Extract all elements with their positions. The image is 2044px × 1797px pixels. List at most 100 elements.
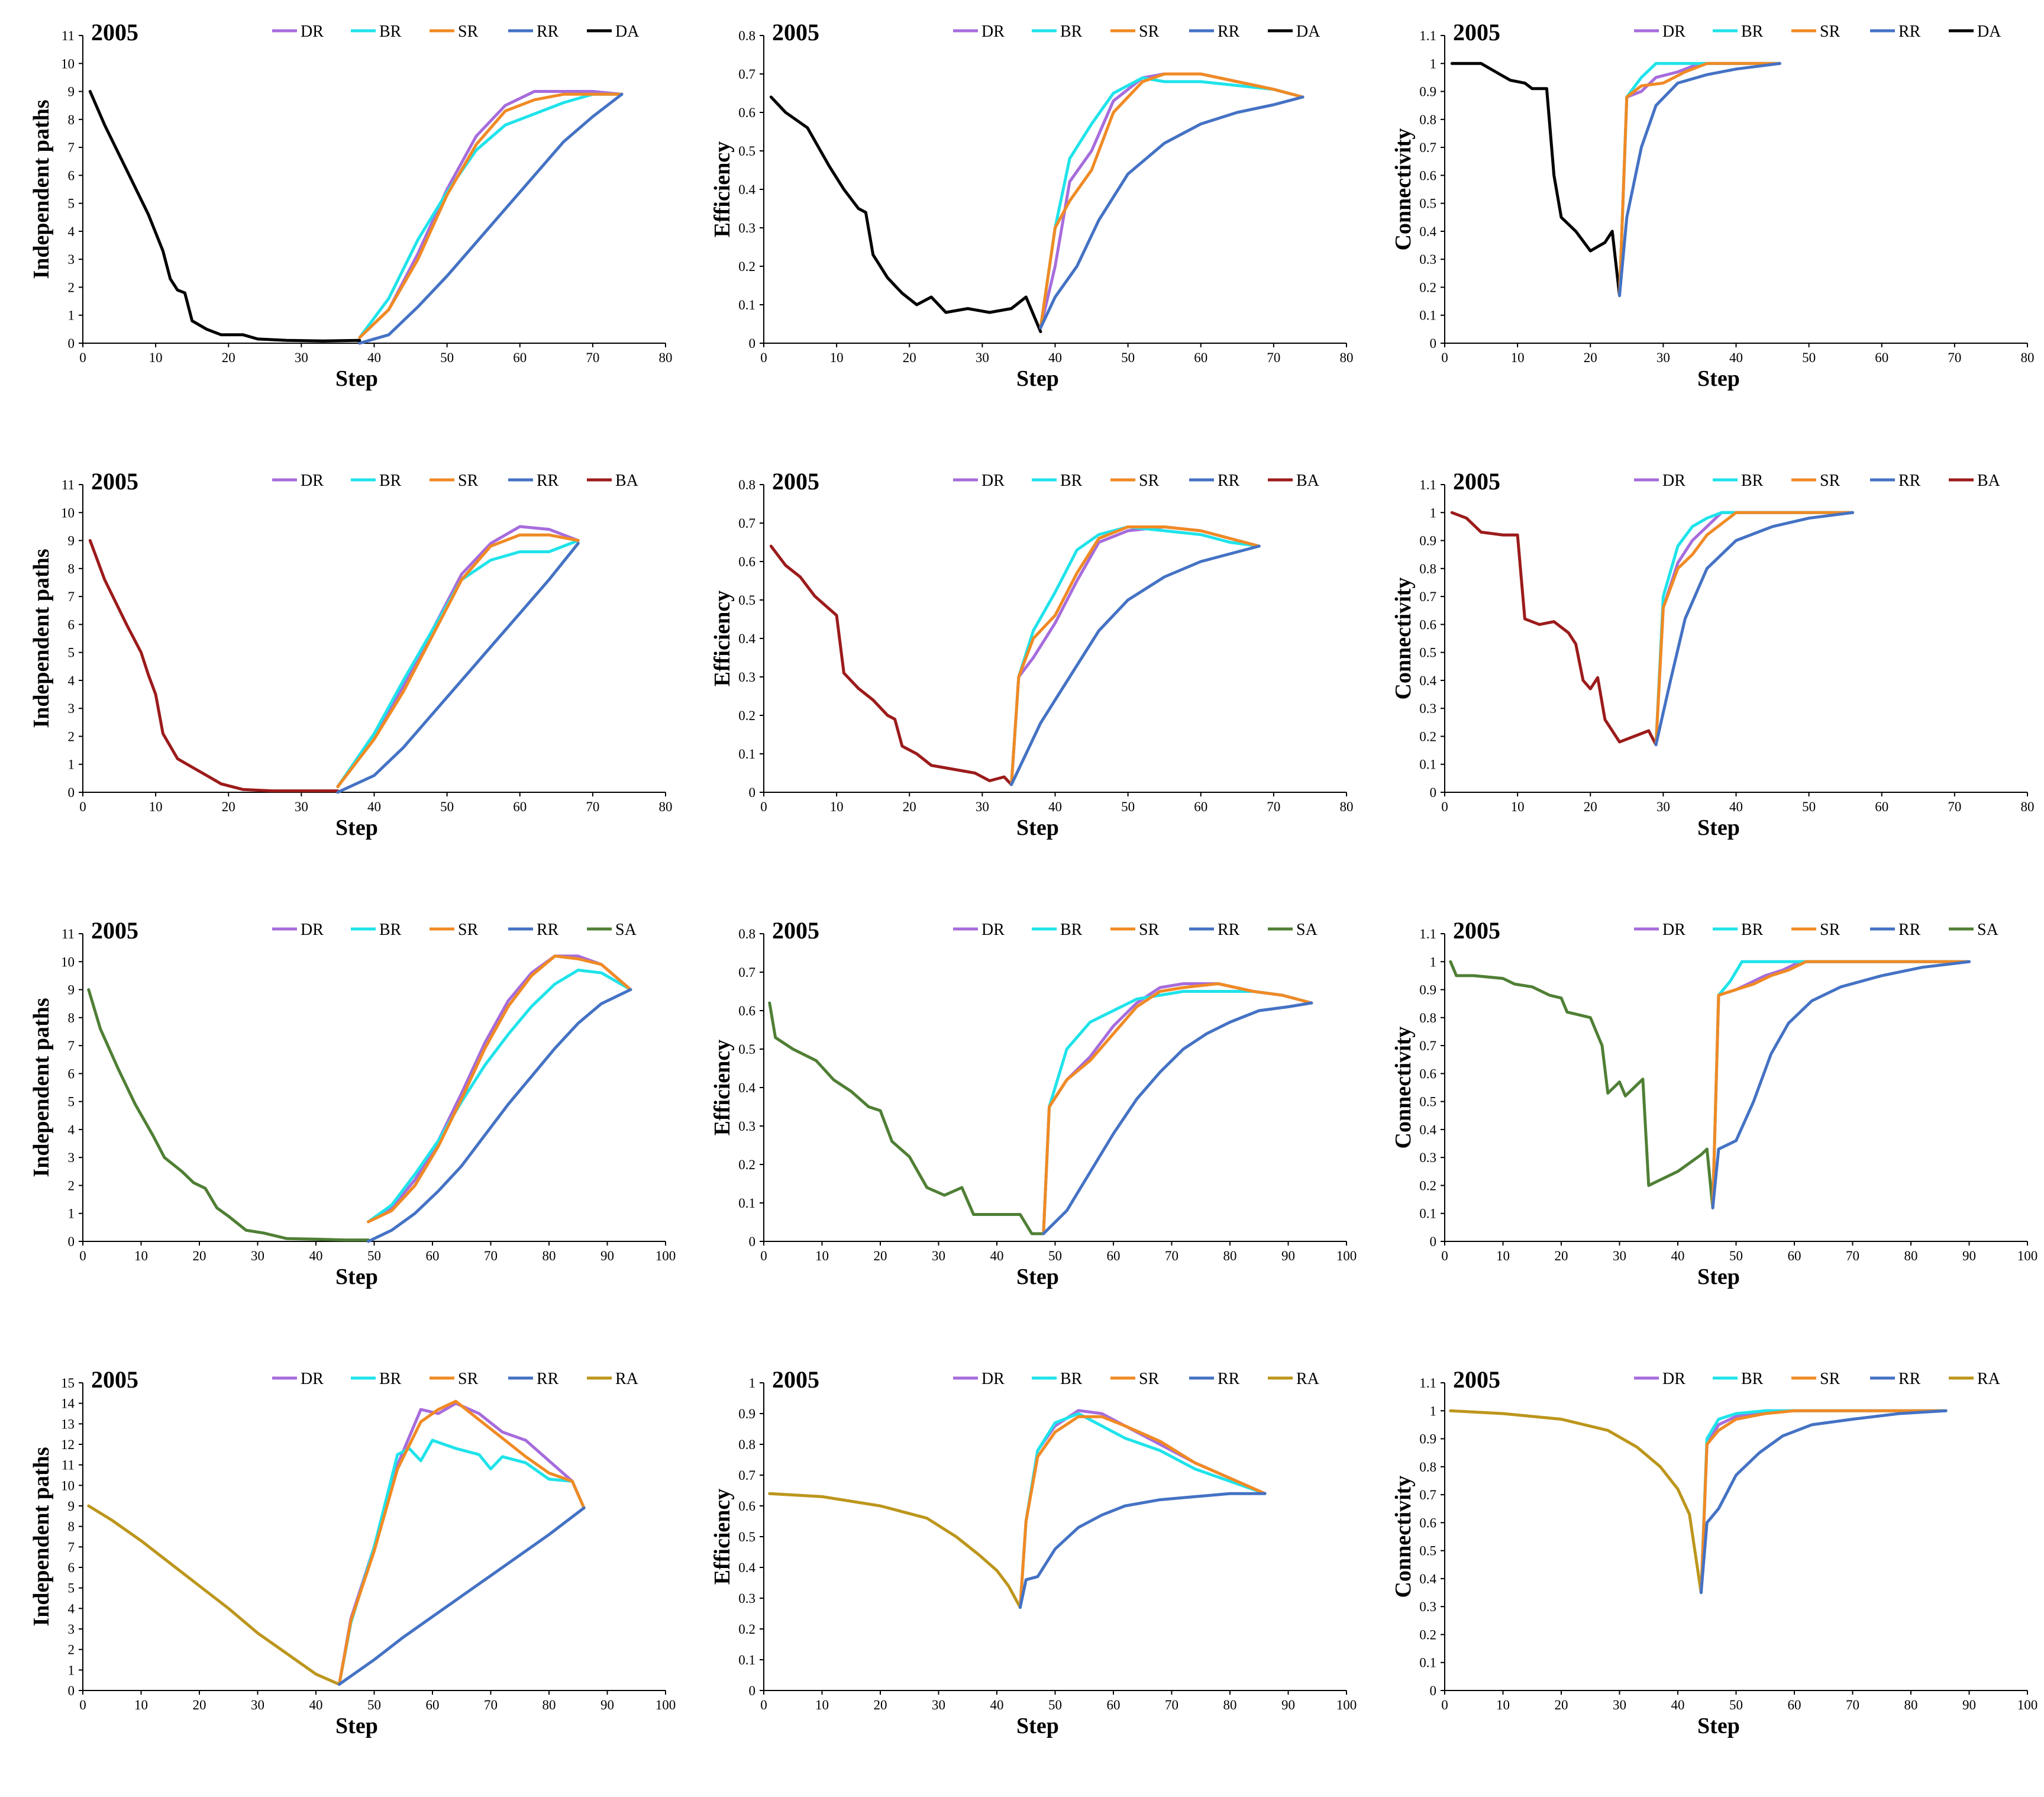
x-tick-label: 60 <box>426 1248 440 1263</box>
chart-panel: 0 10 20 30 40 50 60 70 80 90 100 0 0.1 0.2 0.3 0.4 0.5 0.… <box>681 898 1362 1347</box>
y-tick-label: 0.5 <box>1419 196 1436 211</box>
chart-svg: 0 10 20 30 40 50 60 70 80 0 1 2 3 4 5 6 7 8 9 10 11 2005 Step I… <box>29 468 673 840</box>
y-tick-label: 0.1 <box>738 1653 755 1667</box>
chart-title: 2005 <box>91 19 138 46</box>
y-tick-label: 0.4 <box>738 1560 755 1575</box>
x-axis-label: Step <box>1016 1264 1059 1289</box>
legend-label-rr: RR <box>537 472 559 490</box>
series-line-br <box>1018 1412 1267 1609</box>
y-tick-label: 1 <box>1430 505 1437 520</box>
y-tick-label: 1 <box>749 1376 756 1391</box>
y-tick-label: 0.6 <box>738 1499 755 1514</box>
y-tick-label: 0.8 <box>1419 1011 1436 1025</box>
y-tick-label: 5 <box>68 1095 75 1109</box>
chart-title: 2005 <box>91 917 138 944</box>
series-line-br <box>367 969 632 1224</box>
legend-label-rr: RR <box>1898 472 1921 490</box>
y-axis-label: Independent paths <box>29 998 54 1177</box>
chart-svg: 0 10 20 30 40 50 60 70 80 90 100012345678910111213… <box>29 1366 676 1738</box>
y-tick-label: 10 <box>61 505 75 520</box>
chart-svg: 0 10 20 30 40 50 60 70 80 90 100 0 0.1 0.2 0.3 0.4 0.5 0.… <box>710 1366 1357 1738</box>
y-tick-label: 0.5 <box>738 144 755 159</box>
y-tick-label: 0.4 <box>1419 1122 1436 1137</box>
series-line-rr <box>337 1506 586 1686</box>
chart-title: 2005 <box>772 917 819 944</box>
y-tick-label: 0.2 <box>1419 1627 1436 1642</box>
x-tick-label: 40 <box>990 1698 1004 1712</box>
y-axis-label: Efficiency <box>710 1489 735 1585</box>
x-tick-label: 0 <box>1441 350 1448 365</box>
legend-label-dr: DR <box>301 1370 324 1388</box>
y-tick-label: 0.3 <box>1419 701 1436 716</box>
series-line-da <box>88 90 361 345</box>
y-tick-label: 0 <box>68 1234 75 1249</box>
legend-label-dr: DR <box>981 1370 1005 1388</box>
series-line-ra <box>87 1504 341 1686</box>
series-line-sr <box>1654 511 1854 747</box>
x-tick-label: 80 <box>2021 350 2035 365</box>
y-axis-label: Connectivity <box>1391 128 1416 251</box>
chart-svg: 0 10 20 30 40 50 60 70 80 0 0.1 0.2 0.3 0.4 0.5 0.6 0.7 0… <box>1391 468 2035 840</box>
legend-label-dr: DR <box>301 22 324 41</box>
y-tick-label: 11 <box>62 1458 75 1473</box>
x-tick-label: 60 <box>513 799 527 814</box>
x-tick-label: 0 <box>1441 799 1448 814</box>
y-tick-label: 0.9 <box>1419 983 1436 998</box>
x-tick-label: 10 <box>830 799 844 814</box>
x-tick-label: 50 <box>1048 1698 1062 1712</box>
legend-label-da: DA <box>1296 22 1320 41</box>
series-line-ra <box>768 1492 1022 1609</box>
y-tick-label: 0.5 <box>1419 646 1436 660</box>
legend-label-sr: SR <box>458 1370 479 1388</box>
series-line-sr <box>367 954 632 1224</box>
legend-label-br: BR <box>1060 1370 1083 1388</box>
legend-label-rr: RR <box>1898 921 1921 939</box>
chart-panel: 0 10 20 30 40 50 60 70 80 0 1 2 3 4 5 6 7 8 9 10 11 2005 Step I… <box>0 0 681 449</box>
series-line-rr <box>1711 960 1971 1209</box>
y-tick-label: 0.5 <box>738 593 755 608</box>
y-tick-label: 4 <box>68 673 75 688</box>
x-tick-label: 0 <box>760 799 767 814</box>
x-tick-label: 0 <box>760 350 767 365</box>
legend-label-sa: SA <box>1977 921 1999 939</box>
y-tick-label: 0.8 <box>738 28 755 43</box>
x-tick-label: 90 <box>1281 1248 1295 1263</box>
y-tick-label: 11 <box>62 478 75 492</box>
x-tick-label: 20 <box>193 1248 206 1263</box>
x-tick-label: 70 <box>1267 350 1280 365</box>
legend-label-ba: BA <box>1296 472 1320 490</box>
x-axis-label: Step <box>1697 1264 1740 1289</box>
x-tick-label: 100 <box>1336 1698 1357 1712</box>
series-line-dr <box>1018 1409 1267 1609</box>
series-line-da <box>1450 62 1621 298</box>
y-tick-label: 0.4 <box>738 1080 755 1095</box>
chart-panel: 0 10 20 30 40 50 60 70 80 90 100 0 0.1 0.2 0.3 0.4 0.5 0.… <box>681 1347 1362 1796</box>
y-tick-label: 0.7 <box>1419 1038 1436 1053</box>
x-tick-label: 10 <box>149 350 163 365</box>
y-tick-label: 15 <box>61 1376 75 1391</box>
y-tick-label: 2 <box>68 1643 75 1657</box>
y-tick-label: 1 <box>68 1663 75 1677</box>
legend-label-sr: SR <box>1820 472 1840 490</box>
chart-title: 2005 <box>772 468 819 495</box>
y-tick-label: 3 <box>68 1150 75 1165</box>
x-tick-label: 40 <box>1671 1698 1685 1712</box>
series-line-rr <box>1699 1409 1948 1594</box>
x-tick-label: 30 <box>295 799 308 814</box>
x-tick-label: 10 <box>1511 799 1525 814</box>
y-tick-label: 0.3 <box>1419 1150 1436 1165</box>
series-line-rr <box>1010 544 1261 786</box>
series-line-dr <box>336 525 580 788</box>
chart-panel: 0 10 20 30 40 50 60 70 80 90 100 0 1 2 3 4 5 6 7 8 9 10 11 2005… <box>0 898 681 1347</box>
y-tick-label: 0.3 <box>738 1591 755 1606</box>
x-tick-label: 20 <box>1555 1248 1568 1263</box>
series-line-sr <box>1699 1409 1948 1594</box>
chart-svg: 0 10 20 30 40 50 60 70 80 0 1 2 3 4 5 6 7 8 9 10 11 2005 Step I… <box>29 19 673 391</box>
y-tick-label: 0.8 <box>1419 112 1436 127</box>
x-axis-label: Step <box>1697 366 1740 391</box>
series-line-sa <box>1449 960 1714 1209</box>
x-tick-label: 40 <box>1729 799 1743 814</box>
series-line-br <box>1699 1409 1948 1594</box>
chart-panel: 0 10 20 30 40 50 60 70 80 0 0.1 0.2 0.3 0.4 0.5 0.6 0.7 0… <box>681 0 1362 449</box>
series-line-rr <box>1018 1492 1267 1609</box>
